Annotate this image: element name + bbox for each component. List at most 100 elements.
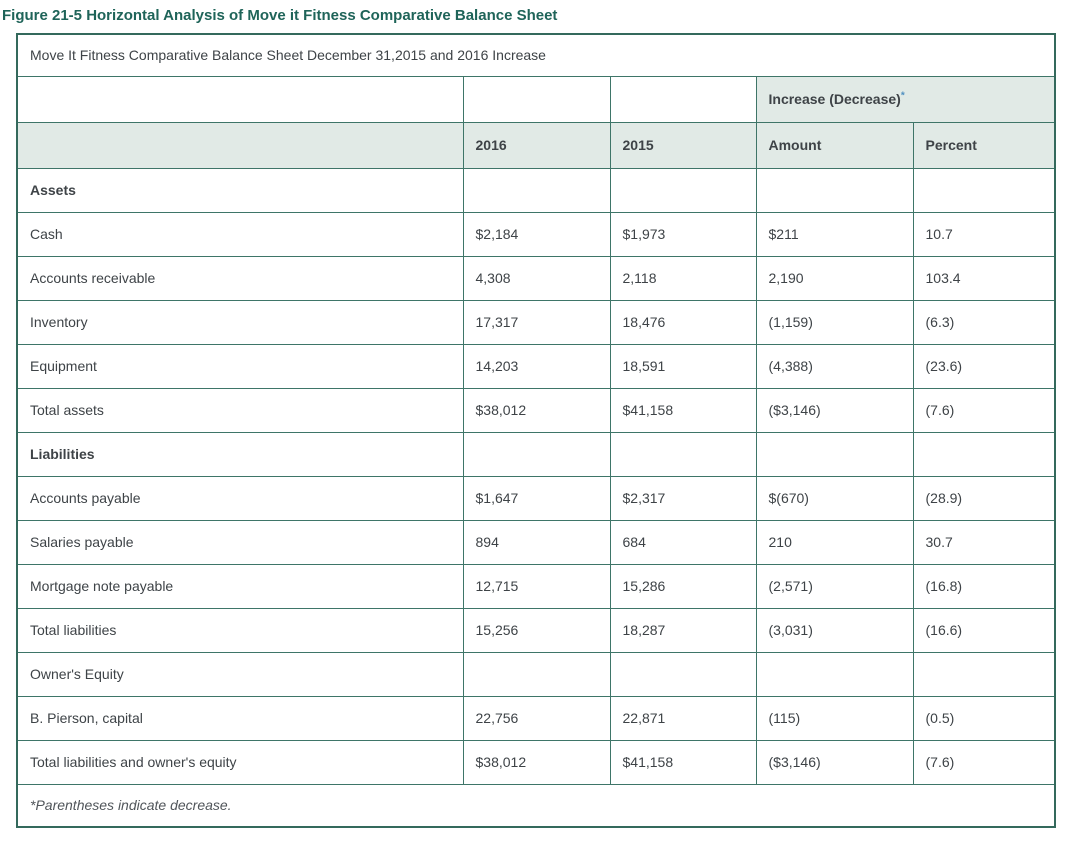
row-label: Total liabilities <box>16 607 464 653</box>
cell-amount: 210 <box>755 519 914 565</box>
cell-2016 <box>462 167 611 213</box>
empty-cell <box>462 75 611 123</box>
cell-percent: (28.9) <box>912 475 1056 521</box>
cell-amount <box>755 167 914 213</box>
table-caption-row: Move It Fitness Comparative Balance Shee… <box>16 33 1056 77</box>
table-row-cash: Cash $2,184 $1,973 $211 10.7 <box>16 211 1056 257</box>
table-row-liabilities-section: Liabilities <box>16 431 1056 477</box>
table-row-mortgage-note-payable: Mortgage note payable 12,715 15,286 (2,5… <box>16 563 1056 609</box>
cell-2016: 4,308 <box>462 255 611 301</box>
cell-percent: (23.6) <box>912 343 1056 389</box>
cell-percent: 103.4 <box>912 255 1056 301</box>
cell-amount: (4,388) <box>755 343 914 389</box>
cell-amount: (2,571) <box>755 563 914 609</box>
cell-2015: 15,286 <box>609 563 757 609</box>
cell-2016: $1,647 <box>462 475 611 521</box>
cell-2015 <box>609 167 757 213</box>
cell-amount: ($3,146) <box>755 387 914 433</box>
cell-2016: $2,184 <box>462 211 611 257</box>
empty-cell <box>16 75 464 123</box>
cell-2015: $41,158 <box>609 739 757 785</box>
cell-percent: 30.7 <box>912 519 1056 565</box>
cell-percent: (0.5) <box>912 695 1056 741</box>
cell-2016: 12,715 <box>462 563 611 609</box>
column-header-percent: Percent <box>912 121 1056 169</box>
cell-amount: (1,159) <box>755 299 914 345</box>
cell-percent: (7.6) <box>912 387 1056 433</box>
cell-amount <box>755 651 914 697</box>
cell-amount: $(670) <box>755 475 914 521</box>
cell-percent: (6.3) <box>912 299 1056 345</box>
table-row-assets-section: Assets <box>16 167 1056 213</box>
cell-2016: 894 <box>462 519 611 565</box>
cell-amount: 2,190 <box>755 255 914 301</box>
cell-amount <box>755 431 914 477</box>
row-label: Inventory <box>16 299 464 345</box>
cell-2015: 22,871 <box>609 695 757 741</box>
page-title: Figure 21-5 Horizontal Analysis of Move … <box>2 7 558 24</box>
cell-percent: 10.7 <box>912 211 1056 257</box>
cell-amount: ($3,146) <box>755 739 914 785</box>
cell-2015: 2,118 <box>609 255 757 301</box>
table-row-inventory: Inventory 17,317 18,476 (1,159) (6.3) <box>16 299 1056 345</box>
table-caption: Move It Fitness Comparative Balance Shee… <box>16 33 1056 77</box>
column-header-amount: Amount <box>755 121 914 169</box>
increase-decrease-row: Increase (Decrease)* <box>16 75 1056 123</box>
cell-2015 <box>609 651 757 697</box>
table-row-pierson-capital: B. Pierson, capital 22,756 22,871 (115) … <box>16 695 1056 741</box>
cell-2015: 18,287 <box>609 607 757 653</box>
row-label: Equipment <box>16 343 464 389</box>
row-label: Total liabilities and owner's equity <box>16 739 464 785</box>
cell-2015 <box>609 431 757 477</box>
row-label: Mortgage note payable <box>16 563 464 609</box>
table-row-total-assets: Total assets $38,012 $41,158 ($3,146) (7… <box>16 387 1056 433</box>
cell-percent: (7.6) <box>912 739 1056 785</box>
row-label: B. Pierson, capital <box>16 695 464 741</box>
cell-percent: (16.6) <box>912 607 1056 653</box>
cell-percent <box>912 651 1056 697</box>
row-label: Accounts payable <box>16 475 464 521</box>
cell-2015: $2,317 <box>609 475 757 521</box>
table-row-accounts-payable: Accounts payable $1,647 $2,317 $(670) (2… <box>16 475 1056 521</box>
cell-percent <box>912 167 1056 213</box>
column-header-2016: 2016 <box>462 121 611 169</box>
cell-2015: 18,591 <box>609 343 757 389</box>
row-label: Accounts receivable <box>16 255 464 301</box>
empty-header-cell <box>16 121 464 169</box>
column-header-row: 2016 2015 Amount Percent <box>16 121 1056 169</box>
cell-2016: 14,203 <box>462 343 611 389</box>
cell-2015: 18,476 <box>609 299 757 345</box>
cell-2016 <box>462 651 611 697</box>
table-footnote: *Parentheses indicate decrease. <box>16 783 1056 828</box>
empty-cell <box>609 75 757 123</box>
cell-amount: (3,031) <box>755 607 914 653</box>
table-row-accounts-receivable: Accounts receivable 4,308 2,118 2,190 10… <box>16 255 1056 301</box>
cell-2016: 22,756 <box>462 695 611 741</box>
row-label: Cash <box>16 211 464 257</box>
cell-percent <box>912 431 1056 477</box>
cell-2016 <box>462 431 611 477</box>
column-header-2015: 2015 <box>609 121 757 169</box>
cell-2016: 17,317 <box>462 299 611 345</box>
cell-percent: (16.8) <box>912 563 1056 609</box>
cell-2015: 684 <box>609 519 757 565</box>
cell-amount: $211 <box>755 211 914 257</box>
cell-2016: 15,256 <box>462 607 611 653</box>
cell-2016: $38,012 <box>462 387 611 433</box>
row-label: Total assets <box>16 387 464 433</box>
table-row-equipment: Equipment 14,203 18,591 (4,388) (23.6) <box>16 343 1056 389</box>
balance-sheet-table: Move It Fitness Comparative Balance Shee… <box>16 33 1057 828</box>
table-row-total-liabilities: Total liabilities 15,256 18,287 (3,031) … <box>16 607 1056 653</box>
cell-2016: $38,012 <box>462 739 611 785</box>
section-label: Owner's Equity <box>16 651 464 697</box>
row-label: Salaries payable <box>16 519 464 565</box>
increase-decrease-header: Increase (Decrease)* <box>755 75 1056 123</box>
cell-2015: $41,158 <box>609 387 757 433</box>
table-row-total-liabilities-and-equity: Total liabilities and owner's equity $38… <box>16 739 1056 785</box>
cell-2015: $1,973 <box>609 211 757 257</box>
table-row-owners-equity-section: Owner's Equity <box>16 651 1056 697</box>
section-label: Assets <box>16 167 464 213</box>
table-row-salaries-payable: Salaries payable 894 684 210 30.7 <box>16 519 1056 565</box>
footnote-asterisk: * <box>900 90 905 102</box>
cell-amount: (115) <box>755 695 914 741</box>
